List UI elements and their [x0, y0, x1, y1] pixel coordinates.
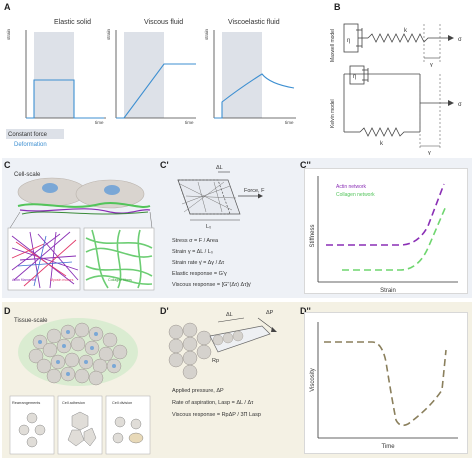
cell-division-label: Cell division: [112, 401, 132, 405]
panel-d1-letter: D': [160, 306, 169, 316]
svg-text:γ: γ: [430, 62, 433, 68]
panel-d2-letter: D'': [300, 306, 311, 316]
cell-scale-title: Cell-scale: [14, 172, 41, 178]
delta-l-label: ΔL: [226, 312, 233, 318]
maxwell-model: Maxwell model η k σ γ: [330, 23, 462, 68]
l0-label: L₀: [206, 224, 211, 230]
tissue-scale-illustration: Tissue-scale Rearrangements Cell adhesio…: [9, 318, 151, 455]
eq-strain: Strain γ = ΔL / L₀: [172, 249, 213, 255]
cell-adhesion-label: Cell adhesion: [62, 401, 85, 405]
myosin-label: Myosin motors: [50, 278, 74, 282]
collagen-label: Collagen fibers: [108, 278, 132, 282]
panel-c-letter: C: [4, 160, 11, 170]
delta-p-label: ΔP: [266, 310, 274, 316]
kelvin-model: Kelvin model η k σ γ: [330, 65, 462, 156]
maxwell-label: Maxwell model: [330, 29, 336, 62]
eq-viscous: Viscous response = [G''(Δτ) Δτ]γ̇: [172, 282, 252, 288]
eq-viscous-response: Viscous response = RpΔP / 3Π Lasp: [172, 412, 261, 418]
viscosity-chart-card: [304, 312, 468, 454]
panel-c2-letter: C'': [300, 160, 311, 170]
y-axis-label: strain: [6, 28, 11, 40]
nucleus-2: [104, 185, 120, 195]
y-axis-label: Stiffness: [310, 225, 316, 248]
eq-stress: Stress σ = F / Area: [172, 238, 219, 244]
svg-text:γ: γ: [428, 150, 431, 156]
elastic-solid-graph: Elastic solid strain time: [6, 19, 106, 125]
force-shade: [34, 32, 74, 118]
eq-pressure: Applied pressure, ΔP: [172, 388, 224, 394]
legend-force-swatch: [6, 129, 64, 139]
y-axis-label: strain: [204, 28, 209, 40]
panel-d-letter: D: [4, 306, 11, 316]
collagen-curve: [342, 205, 447, 271]
deformation-line: [26, 79, 104, 119]
viscoelastic-fluid-title: Viscoelastic fluid: [228, 19, 280, 26]
eq-strain-rate: Strain rate γ̇ = Δγ / Δτ: [172, 260, 225, 266]
actin-curve: [326, 183, 445, 246]
micropipette-aspiration: ΔL ΔP Rp Applied pressure, ΔP Rate of as…: [168, 310, 277, 418]
eq-elastic: Elastic response = G'γ: [172, 271, 227, 277]
svg-text:k: k: [380, 141, 384, 147]
kelvin-label: Kelvin model: [330, 99, 336, 128]
deformation-line: [116, 63, 196, 119]
rearrangements-label: Rearrangements: [12, 401, 40, 405]
legend-deformation-label: Deformation: [14, 142, 47, 148]
force-shade: [222, 32, 262, 118]
elastic-solid-title: Elastic solid: [54, 19, 91, 26]
rp-label: Rp: [212, 358, 219, 364]
svg-text:σ: σ: [458, 37, 462, 43]
x-axis-label: Time: [381, 444, 395, 450]
legend-actin-network: Actin network: [336, 184, 367, 190]
nucleus-1: [42, 183, 58, 193]
viscous-fluid-title: Viscous fluid: [144, 19, 183, 26]
cell-scale-illustration: Cell-scale Actin filaments Myosin motors…: [7, 172, 155, 291]
x-axis-label: time: [285, 120, 294, 125]
legend-collagen-network: Collagen network: [336, 192, 375, 198]
legend-force-label: Constant force: [8, 132, 48, 138]
viscous-fluid-graph: Viscous fluid strain time: [106, 19, 196, 125]
stiffness-chart-card: [304, 168, 468, 294]
panel-c1-letter: C': [160, 160, 169, 170]
y-axis-label: Viscosity: [310, 368, 316, 392]
eq-rate: Rate of aspiration, Lasp = ΔL / Δτ: [172, 400, 254, 406]
strain-schematic: ΔL Force, F L₀ Stress σ = F / Area Strai…: [172, 165, 265, 288]
y-axis-label: strain: [106, 28, 111, 40]
force-shade: [124, 32, 164, 118]
delta-l-label: ΔL: [216, 165, 223, 171]
deformation-line: [214, 73, 295, 119]
svg-text:k: k: [404, 28, 408, 34]
viscosity-curve: [324, 341, 447, 427]
viscoelastic-fluid-graph: Viscoelastic fluid strain time: [204, 19, 296, 125]
x-axis-label: time: [95, 120, 104, 125]
panel-b-letter: B: [334, 2, 341, 12]
x-axis-label: Strain: [380, 288, 396, 294]
svg-text:η: η: [347, 38, 350, 44]
svg-text:η: η: [353, 74, 356, 80]
x-axis-label: time: [185, 120, 194, 125]
actin-label: Actin filaments: [12, 278, 36, 282]
tissue-scale-title: Tissue-scale: [14, 318, 48, 324]
panel-a-letter: A: [4, 2, 11, 12]
svg-text:σ: σ: [458, 102, 462, 108]
force-label: Force, F: [244, 188, 265, 194]
